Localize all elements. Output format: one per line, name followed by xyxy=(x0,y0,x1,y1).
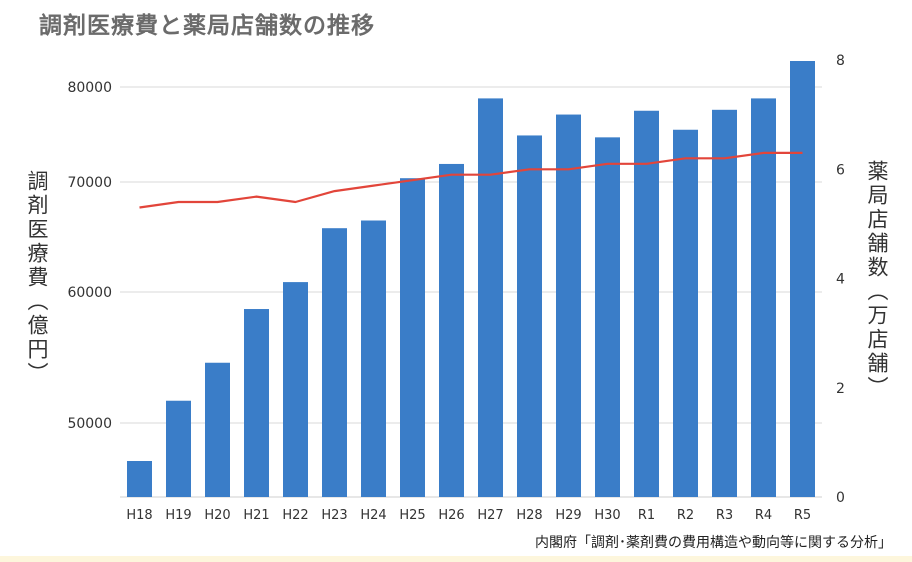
bar xyxy=(205,362,230,497)
bar xyxy=(673,129,698,497)
category-label: H21 xyxy=(243,508,269,523)
chart-title: 調剤医療費と薬局店舗数の推移 xyxy=(39,13,375,39)
bar xyxy=(790,61,815,497)
left-tick-label: 80000 xyxy=(67,80,112,96)
category-label: H25 xyxy=(399,508,425,523)
category-label: H26 xyxy=(438,508,464,523)
store-count-line xyxy=(139,151,803,209)
bar xyxy=(751,98,776,498)
right-axis-label: 薬局店舗数（万店舗） xyxy=(865,160,889,400)
bar xyxy=(556,114,581,498)
bar xyxy=(478,98,503,498)
left-axis-label: 調剤医療費（億円） xyxy=(25,170,49,386)
left-tick-label: 60000 xyxy=(67,285,112,301)
bar xyxy=(400,178,425,497)
right-tick-label: 4 xyxy=(836,272,845,288)
bar xyxy=(439,163,464,497)
category-label: R4 xyxy=(755,508,772,523)
bar xyxy=(517,135,542,497)
category-label: H27 xyxy=(477,508,503,523)
right-tick-label: 8 xyxy=(836,53,845,69)
right-tick-label: 0 xyxy=(836,490,845,506)
category-label: H18 xyxy=(126,508,152,523)
bar xyxy=(283,282,308,497)
category-label: R5 xyxy=(794,508,811,523)
category-label: R3 xyxy=(716,508,733,523)
left-tick-label: 50000 xyxy=(67,416,112,432)
category-label: H29 xyxy=(555,508,581,523)
bar xyxy=(595,137,620,497)
bar xyxy=(166,400,191,497)
left-tick-label: 70000 xyxy=(67,175,112,191)
category-label: H20 xyxy=(204,508,230,523)
right-tick-label: 2 xyxy=(836,381,845,397)
right-tick-label: 6 xyxy=(836,162,845,178)
category-label: H23 xyxy=(321,508,347,523)
category-label: H22 xyxy=(282,508,308,523)
bar xyxy=(361,220,386,497)
category-label: H28 xyxy=(516,508,542,523)
category-label: H30 xyxy=(594,508,620,523)
bar xyxy=(127,461,152,497)
bottom-band xyxy=(0,556,912,562)
category-label: H24 xyxy=(360,508,386,523)
source-note: 内閣府「調剤･薬剤費の費用構造や動向等に関する分析」 xyxy=(535,535,892,551)
bar xyxy=(634,110,659,497)
bar xyxy=(322,228,347,497)
bar xyxy=(712,109,737,498)
category-label: H19 xyxy=(165,508,191,523)
category-label: R2 xyxy=(677,508,694,523)
bar xyxy=(244,309,269,497)
category-label: R1 xyxy=(638,508,655,523)
